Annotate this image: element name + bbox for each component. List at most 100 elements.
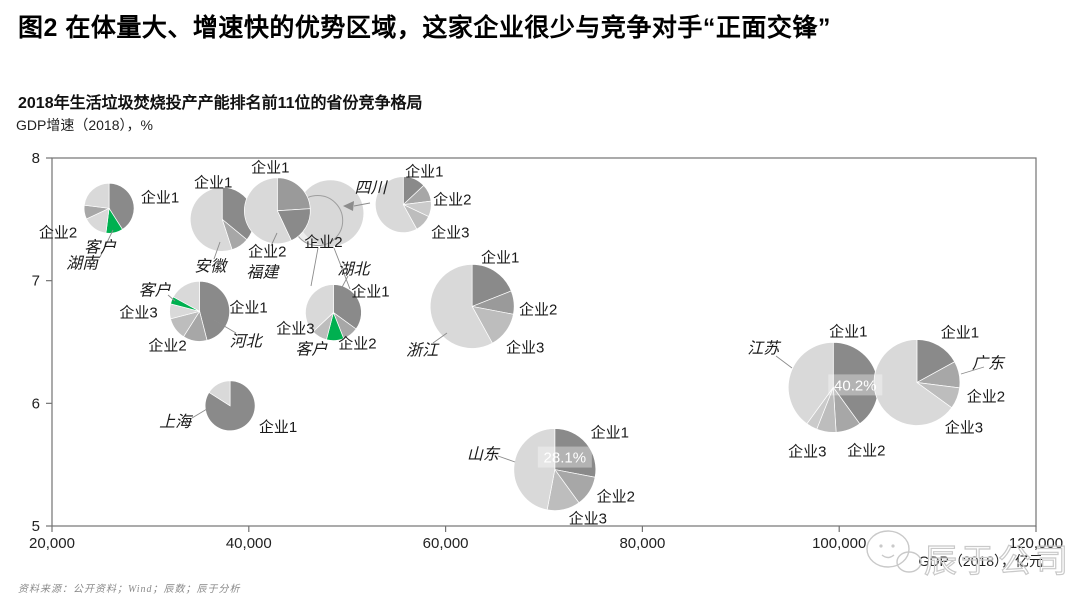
leader-line bbox=[432, 332, 448, 344]
pie-江苏 bbox=[787, 342, 879, 433]
province-label: 山东 bbox=[467, 446, 501, 464]
province-label: 湖北 bbox=[337, 261, 371, 279]
leader-line bbox=[270, 232, 278, 247]
company-label: 企业1 bbox=[259, 418, 297, 436]
company-label: 企业3 bbox=[506, 338, 544, 356]
pie-slice bbox=[172, 280, 200, 312]
x-tick-label: 60,000 bbox=[423, 535, 469, 552]
company-label: 企业2 bbox=[967, 387, 1005, 405]
company-label: 企业1 bbox=[229, 298, 267, 316]
pie-slice bbox=[199, 280, 230, 341]
pie-山东 bbox=[513, 428, 597, 511]
company-label: 企业3 bbox=[945, 418, 983, 436]
company-label: 企业1 bbox=[351, 283, 389, 301]
province-label: 四川 bbox=[354, 180, 388, 197]
leader-line bbox=[497, 455, 516, 463]
share-label-box bbox=[828, 374, 883, 396]
company-label: 企业2 bbox=[597, 488, 635, 506]
pie-slice bbox=[333, 284, 362, 330]
pie-slice bbox=[374, 176, 418, 233]
company-label: 企业1 bbox=[194, 173, 232, 191]
pie-unlabeled bbox=[374, 176, 432, 233]
company-label: 企业1 bbox=[829, 322, 867, 340]
company-label: 企业1 bbox=[941, 323, 979, 341]
province-label: 广东 bbox=[972, 354, 1006, 372]
y-axis-label: GDP增速（2018），% bbox=[16, 117, 153, 133]
company-label: 企业1 bbox=[591, 424, 629, 442]
leader-line bbox=[213, 241, 221, 260]
province-label: 安徽 bbox=[194, 257, 228, 275]
pie-slice bbox=[471, 264, 512, 307]
x-tick-label: 80,000 bbox=[619, 535, 665, 552]
leader-line bbox=[339, 275, 349, 292]
pie-湖南 bbox=[83, 182, 135, 234]
company-label: 企业2 bbox=[519, 300, 557, 318]
pie-slice bbox=[513, 428, 556, 511]
pie-slice bbox=[305, 284, 334, 333]
company-label: 企业1 bbox=[251, 159, 289, 177]
leader-line bbox=[310, 247, 319, 287]
leader-line bbox=[99, 229, 114, 258]
watermark-text: 辰于公司 bbox=[924, 542, 1072, 579]
leader-line bbox=[213, 319, 237, 334]
pie-slice bbox=[429, 264, 493, 349]
company-label: 企业3 bbox=[788, 442, 826, 460]
leader-line bbox=[167, 294, 176, 302]
pie-上海 bbox=[204, 380, 256, 432]
pie-slice bbox=[554, 428, 597, 478]
x-tick-label: 20,000 bbox=[29, 535, 75, 552]
pie-slice bbox=[276, 208, 311, 242]
bubble-pie-chart: 8 7 6 520,000 40,000 60,000 80,000 100,000 120,0… bbox=[29, 150, 1063, 552]
share-label: 28.1% bbox=[544, 450, 587, 467]
company-label: 企业2 bbox=[304, 233, 342, 251]
pie-slice bbox=[189, 186, 233, 252]
y-tick-label: 8 bbox=[32, 150, 40, 167]
share-label: 40.2% bbox=[834, 377, 877, 394]
pie-湖北 bbox=[305, 284, 362, 341]
company-label: 企业2 bbox=[847, 441, 885, 459]
leader-line bbox=[191, 408, 208, 419]
pie-安徽 bbox=[189, 186, 255, 252]
pie-slice bbox=[208, 380, 231, 407]
x-tick-label: 100,000 bbox=[812, 535, 866, 552]
x-tick-label: 40,000 bbox=[226, 535, 272, 552]
province-label: 客户 bbox=[84, 238, 117, 256]
pie-slice bbox=[83, 182, 110, 209]
pie-福建 bbox=[243, 177, 311, 245]
chart-subtitle: 2018年生活垃圾焚烧投产产能排名前11位的省份竞争格局 bbox=[18, 95, 423, 112]
y-tick-label: 7 bbox=[32, 273, 40, 290]
plot-frame bbox=[51, 157, 1037, 527]
sichuan-arrowhead bbox=[343, 201, 354, 211]
company-label: 企业2 bbox=[338, 335, 376, 353]
company-label: 企业3 bbox=[569, 510, 607, 528]
province-label: 客户 bbox=[139, 281, 172, 299]
province-label: 浙江 bbox=[406, 341, 440, 359]
company-label: 企业2 bbox=[248, 243, 286, 261]
province-label: 湖南 bbox=[66, 254, 101, 272]
province-label: 江苏 bbox=[747, 339, 782, 357]
company-label: 企业3 bbox=[276, 320, 314, 338]
pie-广东 bbox=[873, 339, 961, 426]
company-label: 企业2 bbox=[433, 191, 471, 209]
figure-title: 图2 在体量大、增速快的优势区域，这家企业很少与竞争对手“正面交锋” bbox=[18, 14, 831, 42]
company-label: 企业1 bbox=[481, 248, 519, 266]
share-label-box bbox=[537, 446, 592, 468]
sichuan-arrow bbox=[353, 202, 371, 207]
leader-line bbox=[333, 247, 351, 290]
province-label: 福建 bbox=[246, 264, 280, 282]
y-tick-label: 6 bbox=[32, 395, 40, 412]
pie-slice bbox=[297, 180, 364, 247]
province-label: 上海 bbox=[159, 413, 193, 431]
pie-slice bbox=[916, 339, 956, 384]
pie-slice bbox=[873, 339, 953, 426]
company-label: 企业1 bbox=[405, 163, 443, 181]
y-tick-label: 5 bbox=[32, 518, 40, 535]
company-label: 企业3 bbox=[431, 224, 469, 242]
company-label: 企业3 bbox=[119, 303, 157, 321]
leader-line bbox=[775, 355, 793, 369]
leader-line bbox=[960, 366, 985, 375]
company-label: 企业1 bbox=[141, 188, 179, 206]
pie-浙江 bbox=[429, 264, 515, 349]
pie-slice bbox=[276, 177, 311, 212]
pie-slice bbox=[243, 177, 292, 245]
